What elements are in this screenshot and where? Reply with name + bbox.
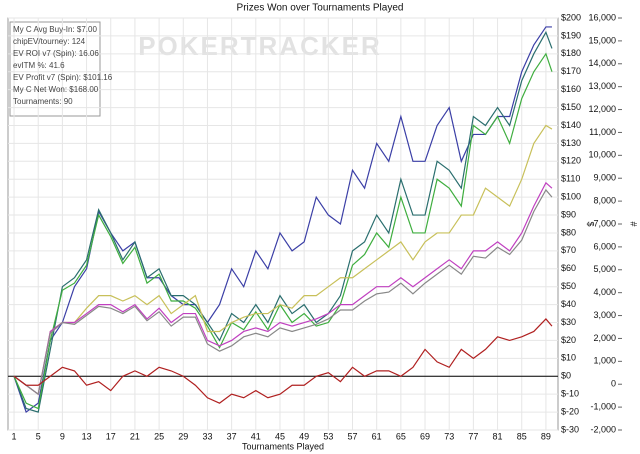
x-tick-label: 85 [517, 431, 527, 441]
x-tick-label: 45 [275, 431, 285, 441]
y-tick-label: $120 [561, 156, 581, 166]
y2-tick-label: 10,000 [588, 150, 616, 160]
x-tick-label: 25 [154, 431, 164, 441]
x-tick-label: 41 [251, 431, 261, 441]
y2-tick-label: 8,000 [593, 195, 616, 205]
x-tick-label: 17 [106, 431, 116, 441]
x-tick-label: 1 [12, 431, 17, 441]
y2-tick-label: 1,000 [593, 356, 616, 366]
y-tick-label: $-20 [561, 406, 579, 416]
y-tick-label: $30 [561, 317, 576, 327]
series-line [13, 318, 553, 404]
y2-tick-label: 14,000 [588, 58, 616, 68]
x-tick-label: 77 [468, 431, 478, 441]
y2-tick-label: 3,000 [593, 310, 616, 320]
y-tick-label: $140 [561, 120, 581, 130]
y-tick-label: $0 [561, 371, 571, 381]
chart-title: Prizes Won over Tournaments Played [237, 3, 404, 14]
y2-tick-label: 13,000 [588, 81, 616, 91]
series-line [13, 181, 553, 396]
y-tick-label: $180 [561, 48, 581, 58]
x-tick-label: 69 [420, 431, 430, 441]
y-tick-label: $60 [561, 263, 576, 273]
watermark: POKERTRACKER [138, 31, 382, 61]
x-tick-label: 33 [202, 431, 212, 441]
y2-tick-label: 0 [611, 379, 616, 389]
y2-tick-label: 5,000 [593, 264, 616, 274]
y-tick-label: $190 [561, 30, 581, 40]
y-tick-label: $40 [561, 299, 576, 309]
series-line [13, 52, 553, 410]
stat-line: EV Profit v7 (Spin): $101.16 [13, 73, 113, 82]
y-tick-label: $80 [561, 227, 576, 237]
y-tick-label: $50 [561, 281, 576, 291]
y2-tick-label: 6,000 [593, 241, 616, 251]
y-tick-label: $70 [561, 245, 576, 255]
x-tick-label: 65 [396, 431, 406, 441]
y-axis-title: $ [586, 221, 596, 226]
stats-box [9, 21, 101, 117]
y-tick-label: $130 [561, 138, 581, 148]
stat-line: My C Net Won: $168.00 [13, 85, 99, 94]
x-tick-label: 89 [541, 431, 551, 441]
stat-line: evITM %: 41.6 [13, 61, 65, 70]
y2-tick-label: 2,000 [593, 333, 616, 343]
y-tick-label: $200 [561, 12, 581, 22]
y2-tick-label: -2,000 [590, 424, 616, 434]
series-line [13, 124, 553, 396]
y2-tick-label: 12,000 [588, 104, 616, 114]
y-tick-label: $160 [561, 84, 581, 94]
x-tick-label: 13 [82, 431, 92, 441]
y2-tick-label: 11,000 [589, 127, 616, 137]
y-tick-label: $10 [561, 353, 576, 363]
x-tick-label: 37 [227, 431, 237, 441]
y-tick-label: $110 [561, 174, 580, 184]
stat-line: My C Avg Buy-In: $7.00 [13, 25, 97, 34]
x-tick-label: 21 [130, 431, 140, 441]
x-tick-label: 81 [493, 431, 503, 441]
x-tick-label: 5 [36, 431, 41, 441]
y-tick-label: $90 [561, 209, 576, 219]
y2-tick-label: 15,000 [588, 35, 616, 45]
y-tick-label: $20 [561, 335, 576, 345]
stat-line: Tournaments: 90 [13, 97, 73, 106]
series-line [13, 30, 553, 413]
y-tick-label: $-10 [561, 389, 579, 399]
y-tick-label: $170 [561, 66, 581, 76]
y2-tick-label: 7,000 [593, 218, 616, 228]
y2-axis-title: # [629, 221, 639, 226]
stat-line: EV ROI v7 (Spin): 16.06 [13, 49, 99, 58]
series-line [13, 188, 553, 396]
x-tick-label: 53 [323, 431, 333, 441]
y2-tick-label: 9,000 [593, 173, 616, 183]
x-axis-title: Tournaments Played [242, 441, 324, 451]
y2-tick-label: 16,000 [588, 12, 616, 22]
x-tick-label: 57 [347, 431, 357, 441]
y-tick-label: $-30 [561, 424, 579, 434]
x-tick-label: 29 [178, 431, 188, 441]
y2-tick-label: 4,000 [593, 287, 616, 297]
y-tick-label: $150 [561, 102, 581, 112]
stat-line: chipEV/tourney: 124 [13, 37, 86, 46]
y2-tick-label: -1,000 [590, 401, 616, 411]
x-tick-label: 61 [372, 431, 382, 441]
x-tick-label: 9 [60, 431, 65, 441]
y-tick-label: $100 [561, 192, 581, 202]
x-tick-label: 49 [299, 431, 309, 441]
x-tick-label: 73 [444, 431, 454, 441]
